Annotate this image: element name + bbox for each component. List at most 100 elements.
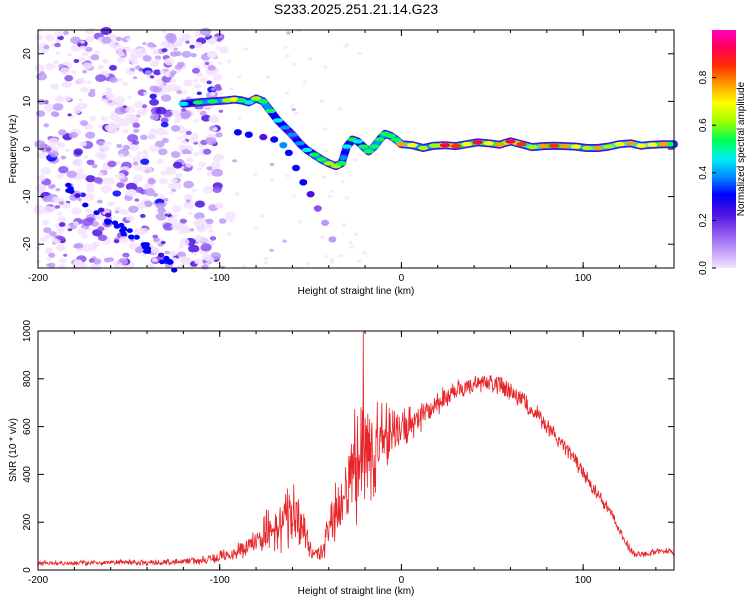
noise-blob — [132, 174, 144, 182]
noise-blob — [53, 239, 61, 245]
noise-blob — [224, 211, 236, 220]
noise-blob — [152, 49, 160, 55]
noise-blob — [54, 42, 61, 48]
noise-blob — [45, 63, 56, 70]
noise-blob — [197, 226, 207, 233]
noise-blob — [173, 118, 181, 124]
noise-blob — [90, 54, 100, 61]
noise-blob — [167, 216, 178, 224]
noise-blob — [292, 62, 297, 66]
noise-blob — [174, 51, 182, 57]
noise-blob — [194, 200, 205, 208]
noise-blob — [329, 189, 335, 193]
noise-blob — [226, 59, 232, 64]
noise-blob — [160, 94, 172, 102]
noise-blob — [136, 151, 143, 156]
noise-blob — [208, 229, 214, 234]
ridge-peak — [396, 142, 407, 147]
noise-blob — [252, 172, 258, 177]
noise-blob — [101, 36, 112, 44]
noise-blob — [173, 213, 178, 217]
noise-blob — [173, 40, 183, 48]
noise-blob — [155, 106, 167, 115]
noise-blob — [127, 134, 139, 143]
noise-blob — [58, 222, 66, 227]
noise-blob — [74, 242, 84, 249]
spectrogram-y-ticks: -20 -10 0 10 20 — [22, 48, 674, 251]
streak-blob — [157, 252, 165, 258]
noise-blob — [254, 227, 259, 231]
noise-blob — [133, 76, 138, 80]
noise-blob — [106, 141, 112, 146]
x-tick-label: 0 — [399, 273, 405, 284]
noise-blob — [68, 131, 78, 139]
noise-blob — [48, 252, 56, 258]
noise-blob — [128, 205, 139, 213]
noise-blob — [95, 74, 107, 82]
noise-blob — [58, 201, 65, 205]
noise-blob — [269, 248, 274, 252]
noise-blob — [195, 220, 204, 227]
noise-blob — [102, 58, 109, 64]
ridge-peak — [358, 144, 369, 149]
noise-blob — [362, 251, 367, 255]
noise-blob — [148, 145, 159, 153]
noise-blob — [212, 74, 223, 81]
noise-blob — [243, 47, 248, 51]
noise-blob — [155, 146, 161, 151]
noise-blob — [80, 40, 85, 44]
noise-blob — [188, 212, 193, 216]
ridge-peak — [625, 141, 636, 146]
noise-blob — [308, 57, 313, 61]
noise-blob — [207, 50, 218, 59]
noise-blob — [143, 91, 148, 96]
noise-blob — [82, 69, 88, 74]
noise-blob — [55, 188, 61, 192]
noise-blob — [140, 213, 146, 218]
noise-blob — [180, 113, 190, 120]
noise-blob — [154, 140, 165, 148]
noise-blob — [291, 108, 296, 112]
noise-blob — [128, 243, 138, 250]
noise-blob — [201, 264, 209, 270]
noise-blob — [218, 34, 223, 39]
spectrogram-marks — [33, 27, 678, 273]
noise-blob — [151, 257, 158, 263]
noise-blob — [149, 75, 155, 79]
noise-blob — [50, 43, 56, 47]
noise-blob — [181, 108, 187, 112]
noise-blob — [185, 130, 192, 136]
noise-blob — [63, 253, 68, 257]
noise-blob — [207, 65, 216, 71]
ridge-peak — [636, 143, 647, 148]
noise-blob — [216, 38, 222, 42]
colorbar-ticks: 0.0 0.2 0.4 0.6 0.8 — [698, 70, 716, 275]
noise-blob — [70, 222, 75, 227]
noise-blob — [163, 131, 169, 136]
noise-blob — [98, 145, 109, 153]
noise-blob — [116, 182, 125, 189]
ridge-peak — [265, 108, 276, 114]
noise-blob — [218, 46, 229, 54]
noise-blob — [94, 50, 101, 55]
noise-blob — [58, 264, 66, 270]
noise-blob — [48, 262, 56, 268]
noise-blob — [67, 52, 72, 57]
noise-blob — [44, 34, 55, 42]
noise-blob — [133, 228, 145, 236]
noise-blob — [125, 215, 135, 222]
noise-blob — [52, 196, 62, 204]
noise-blob — [86, 159, 95, 166]
streak-blob — [144, 246, 152, 252]
ridge-peak — [243, 100, 254, 105]
noise-blob — [85, 131, 96, 139]
noise-blob — [54, 205, 61, 209]
noise-blob — [171, 151, 181, 159]
noise-blob — [49, 150, 59, 158]
noise-blob — [343, 44, 348, 48]
ridge-peak — [301, 147, 313, 153]
noise-blob — [43, 227, 52, 234]
noise-blob — [67, 113, 72, 117]
noise-blob — [192, 151, 200, 157]
ridge-peak — [352, 139, 363, 144]
